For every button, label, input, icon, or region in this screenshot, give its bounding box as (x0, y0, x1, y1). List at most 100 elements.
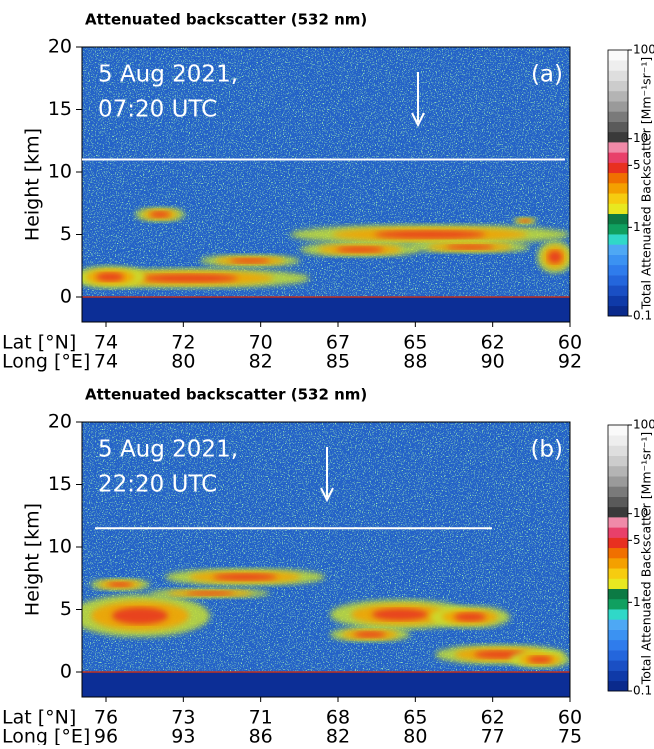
colorbar-tick-label: 5 (633, 158, 641, 172)
colorbar-segment (608, 275, 628, 286)
colorbar-segment (608, 517, 628, 528)
colorbar-segment (608, 680, 628, 692)
aerosol-layer (520, 219, 530, 223)
x-tick-label: 60 (558, 707, 582, 729)
y-tick-label: 0 (60, 661, 72, 683)
colorbar-tick-label: 10 (633, 506, 648, 520)
aerosol-layer (528, 656, 552, 663)
aerosol-layer (112, 607, 168, 625)
colorbar-tick-label: 0.1 (633, 309, 652, 323)
x-tick-label: 92 (558, 351, 582, 373)
x-tick-label: 80 (171, 351, 195, 373)
panel-label: (a) (531, 62, 563, 88)
colorbar-segment (608, 244, 628, 255)
aerosol-layer (354, 631, 386, 638)
aerosol-layer (96, 272, 124, 282)
colorbar-tick-label: 100 (633, 43, 654, 57)
colorbar-segment (608, 193, 628, 204)
colorbar-tick-label: 100 (633, 418, 654, 432)
colorbar-segment (608, 183, 628, 194)
colorbar-segment (608, 425, 628, 436)
aerosol-layer (142, 274, 238, 283)
y-axis-label: Height [km] (22, 128, 44, 241)
colorbar-segment (608, 465, 628, 477)
aerosol-layer (454, 612, 486, 622)
colorbar-segment (608, 578, 628, 589)
y-axis-label: Height [km] (22, 503, 44, 616)
colorbar-segment (608, 131, 628, 143)
aerosol-layer (230, 258, 270, 264)
colorbar-segment (608, 650, 628, 661)
aerosol-layer (372, 608, 428, 621)
panel-title: Attenuated backscatter (532 nm) (85, 11, 367, 29)
colorbar-segment (608, 558, 628, 569)
colorbar-label: Total Attenuated Backscatter [Mm⁻¹sr⁻¹] (639, 57, 654, 311)
x-tick-label: 86 (249, 726, 273, 746)
x-tick-label: 65 (403, 707, 427, 729)
x-tick-label: 88 (403, 351, 427, 373)
colorbar-segment (608, 223, 628, 235)
colorbar-segment (608, 506, 628, 518)
colorbar-segment (608, 70, 628, 81)
aerosol-layer (213, 573, 277, 581)
colorbar-segment (608, 111, 628, 122)
x-row-label: Long [°E] (2, 351, 90, 373)
x-tick-label: 74 (94, 351, 118, 373)
colorbar-segment (608, 305, 628, 317)
plot-frame (81, 421, 571, 698)
arrow-head (411, 112, 425, 128)
x-tick-label: 71 (249, 707, 273, 729)
x-row-label: Lat [°N] (2, 707, 76, 729)
x-tick-label: 93 (171, 726, 195, 746)
y-tick-label: 20 (48, 411, 72, 433)
colorbar-segment (608, 568, 628, 579)
x-tick-label: 70 (249, 332, 273, 354)
colorbar-segment (608, 527, 628, 538)
annotation: 22:20 UTC (98, 472, 217, 498)
colorbar-segment (608, 537, 628, 549)
colorbar-segment (608, 90, 628, 102)
annotation: 07:20 UTC (98, 97, 217, 123)
x-tick-label: 85 (326, 351, 350, 373)
x-tick-label: 82 (326, 726, 350, 746)
colorbar-segment (608, 619, 628, 630)
colorbar-segment (608, 101, 628, 112)
y-tick-label: 5 (60, 598, 72, 620)
colorbar-label: Total Attenuated Backscatter [Mm⁻¹sr⁻¹] (639, 432, 654, 686)
panel-title: Attenuated backscatter (532 nm) (85, 386, 367, 404)
x-tick-label: 75 (558, 726, 582, 746)
y-tick-label: 15 (48, 473, 72, 495)
x-tick-label: 90 (481, 351, 505, 373)
colorbar-segment (608, 142, 628, 153)
x-tick-label: 80 (403, 726, 427, 746)
colorbar-segment (608, 162, 628, 174)
colorbar-segment (608, 213, 628, 225)
aerosol-layer (336, 246, 384, 253)
colorbar-segment (608, 486, 628, 497)
plot-frame (81, 46, 571, 323)
x-tick-label: 60 (558, 332, 582, 354)
colorbar-segment (608, 254, 628, 266)
colorbar-segment (608, 203, 628, 214)
x-row-label: Lat [°N] (2, 332, 76, 354)
colorbar-segment (608, 496, 628, 508)
x-tick-label: 67 (326, 332, 350, 354)
colorbar-segment (608, 264, 628, 276)
x-tick-label: 68 (326, 707, 350, 729)
x-tick-label: 65 (403, 332, 427, 354)
colorbar-segment (608, 445, 628, 456)
y-tick-label: 15 (48, 98, 72, 120)
x-tick-label: 74 (94, 332, 118, 354)
x-tick-label: 62 (481, 332, 505, 354)
colorbar-tick-label: 5 (633, 533, 641, 547)
colorbar-tick-label: 10 (633, 131, 648, 145)
colorbar-segment (608, 234, 628, 245)
x-tick-label: 62 (481, 707, 505, 729)
y-tick-label: 5 (60, 223, 72, 245)
x-tick-label: 77 (481, 726, 505, 746)
aerosol-layer (108, 582, 132, 587)
colorbar-segment (608, 60, 628, 71)
colorbar-segment (608, 670, 628, 682)
colorbar-segment (608, 455, 628, 467)
